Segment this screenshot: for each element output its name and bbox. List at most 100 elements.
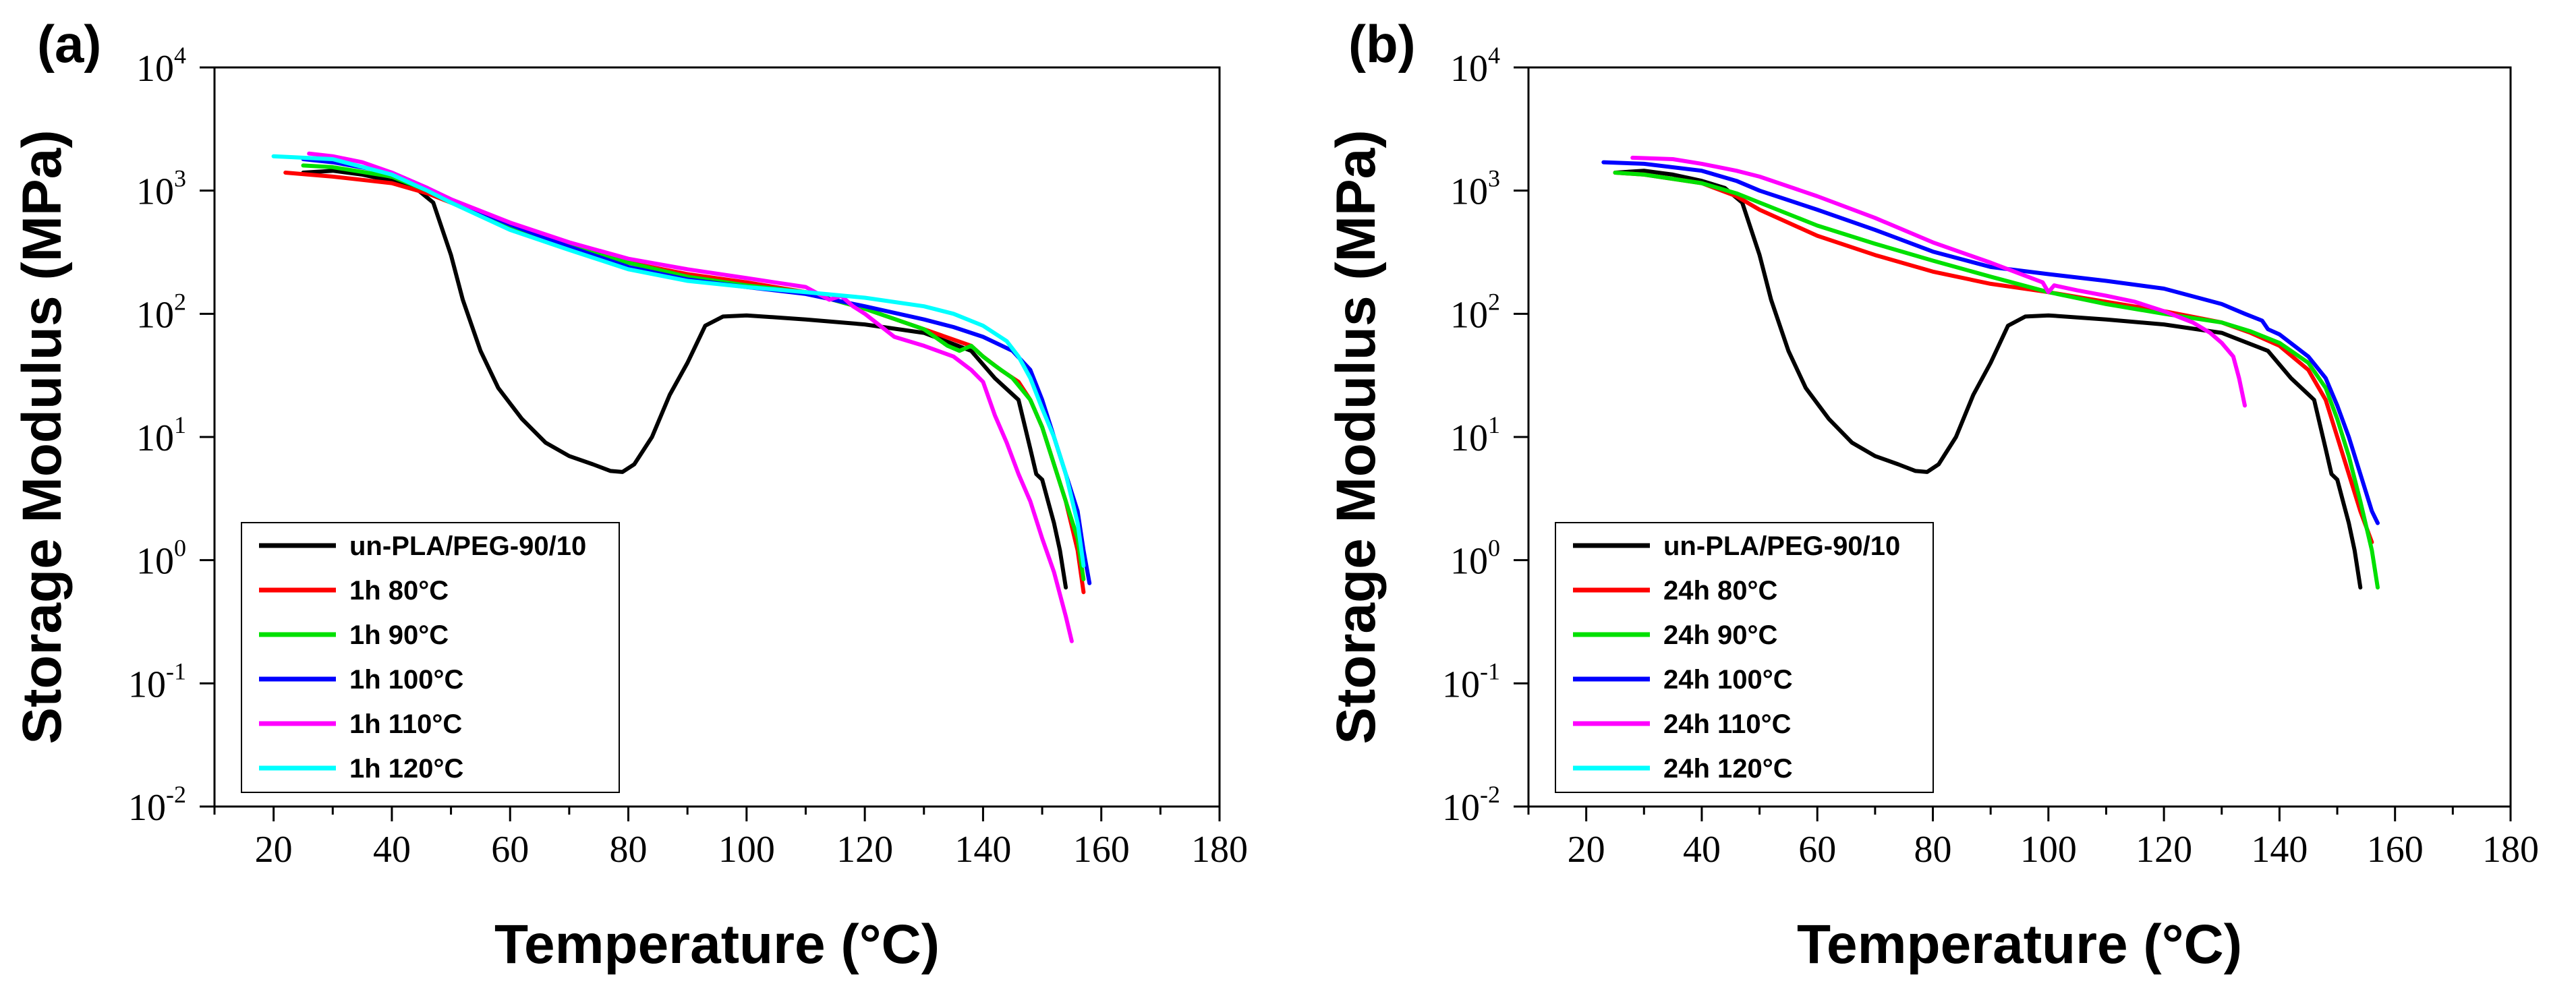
x-tick-label: 20 <box>255 829 293 871</box>
x-tick-label: 40 <box>373 829 411 871</box>
y-tick-base: 10 <box>1450 541 1488 583</box>
y-tick-base: 10 <box>128 787 166 829</box>
y-tick-base: 10 <box>136 541 174 583</box>
y-axis-title: Storage Modulus (MPa) <box>11 129 73 744</box>
y-tick-base: 10 <box>128 664 166 705</box>
y-tick-label: 10-2 <box>128 781 186 829</box>
legend-label: 1h 90°C <box>349 620 449 650</box>
y-tick-base: 10 <box>1442 664 1480 705</box>
y-tick-label: 100 <box>136 535 186 583</box>
x-axis-title: Temperature (°C) <box>494 914 940 975</box>
legend-label: 1h 100°C <box>349 665 463 695</box>
y-tick-exponent: 4 <box>1488 42 1500 69</box>
series-line <box>301 169 1068 590</box>
x-tick-label: 180 <box>1191 829 1248 871</box>
y-tick-label: 10-2 <box>1442 781 1500 829</box>
y-tick-exponent: 1 <box>1488 411 1500 438</box>
panel-label: (a) <box>37 14 101 74</box>
plot-area <box>1601 155 2380 590</box>
y-tick-exponent: 3 <box>1488 165 1500 192</box>
panel-a: 20 40 60 80 100 120 140 160 18010-210-1100101102… <box>11 14 1248 975</box>
series-line <box>1613 171 2380 590</box>
y-tick-exponent: 4 <box>174 42 186 69</box>
y-tick-exponent: -2 <box>166 781 186 808</box>
series-line <box>307 151 1074 643</box>
y-tick-base: 10 <box>1450 294 1488 336</box>
y-tick-exponent: 3 <box>174 165 186 192</box>
y-axis-title: Storage Modulus (MPa) <box>1325 129 1387 744</box>
series-line <box>301 163 1086 581</box>
x-tick-label: 100 <box>2020 829 2077 871</box>
y-tick-exponent: -1 <box>1480 657 1500 684</box>
plot-area <box>271 151 1092 643</box>
legend-box <box>241 522 620 793</box>
x-tick-label: 80 <box>1914 829 1952 871</box>
y-tick-label: 10-1 <box>128 657 186 705</box>
series-line <box>1630 155 2247 408</box>
legend-label: 1h 80°C <box>349 576 449 606</box>
y-tick-base: 10 <box>136 48 174 90</box>
x-axis-title: Temperature (°C) <box>1797 914 2242 975</box>
x-tick-label: 180 <box>2482 829 2539 871</box>
x-tick-label: 140 <box>2251 829 2308 871</box>
y-tick-label: 102 <box>1450 288 1500 336</box>
panel-b: 20 40 60 80 100 120 140 160 18010-210-1100101102… <box>1325 14 2539 975</box>
panel-label: (b) <box>1348 14 1416 74</box>
legend-label: 1h 120°C <box>349 754 463 784</box>
legend-label: 24h 120°C <box>1663 754 1793 784</box>
legend: un-PLA/PEG-90/10 1h 80°C 1h 90°C 1h 100°C 1h… <box>241 522 620 793</box>
y-tick-base: 10 <box>1442 787 1480 829</box>
y-tick-exponent: 1 <box>174 411 186 438</box>
legend-label: 24h 90°C <box>1663 620 1777 650</box>
x-tick-label: 40 <box>1683 829 1721 871</box>
y-tick-label: 104 <box>1450 42 1500 90</box>
series-line <box>1613 169 2363 590</box>
legend-label: un-PLA/PEG-90/10 <box>349 531 586 561</box>
x-axis: 20 40 60 80 100 120 140 160 180 <box>213 807 1248 871</box>
series-line <box>271 154 1086 568</box>
x-tick-label: 60 <box>491 829 529 871</box>
x-tick-label: 160 <box>1073 829 1130 871</box>
x-tick-label: 100 <box>718 829 775 871</box>
y-tick-label: 100 <box>1450 535 1500 583</box>
y-tick-label: 104 <box>136 42 186 90</box>
x-tick-label: 160 <box>2367 829 2424 871</box>
series-line <box>1601 160 2380 525</box>
x-tick-label: 120 <box>836 829 893 871</box>
y-tick-label: 102 <box>136 288 186 336</box>
y-tick-label: 101 <box>136 411 186 459</box>
legend-box <box>1555 522 1934 793</box>
y-tick-base: 10 <box>136 417 174 459</box>
x-tick-label: 140 <box>954 829 1011 871</box>
legend-label: 24h 100°C <box>1663 665 1793 695</box>
y-tick-base: 10 <box>136 171 174 213</box>
x-tick-label: 60 <box>1798 829 1836 871</box>
x-tick-label: 120 <box>2136 829 2192 871</box>
y-tick-base: 10 <box>1450 48 1488 90</box>
legend-label: 1h 110°C <box>349 709 462 739</box>
y-tick-exponent: 0 <box>1488 535 1500 562</box>
y-tick-exponent: 2 <box>1488 288 1500 315</box>
x-axis: 20 40 60 80 100 120 140 160 180 <box>1527 807 2539 871</box>
y-tick-base: 10 <box>1450 417 1488 459</box>
y-tick-exponent: -1 <box>166 657 186 684</box>
y-tick-label: 10-1 <box>1442 657 1500 705</box>
y-tick-exponent: -2 <box>1480 781 1500 808</box>
legend-label: un-PLA/PEG-90/10 <box>1663 531 1900 561</box>
y-tick-label: 103 <box>136 165 186 213</box>
y-tick-exponent: 0 <box>174 535 186 562</box>
y-tick-label: 101 <box>1450 411 1500 459</box>
series-line <box>1613 171 2374 544</box>
x-tick-label: 80 <box>610 829 648 871</box>
legend-label: 24h 80°C <box>1663 576 1777 606</box>
y-tick-exponent: 2 <box>174 288 186 315</box>
legend: un-PLA/PEG-90/10 24h 80°C 24h 90°C 24h 100°… <box>1555 522 1934 793</box>
x-tick-label: 20 <box>1568 829 1605 871</box>
y-tick-base: 10 <box>136 294 174 336</box>
y-tick-base: 10 <box>1450 171 1488 213</box>
legend-label: 24h 110°C <box>1663 709 1791 739</box>
